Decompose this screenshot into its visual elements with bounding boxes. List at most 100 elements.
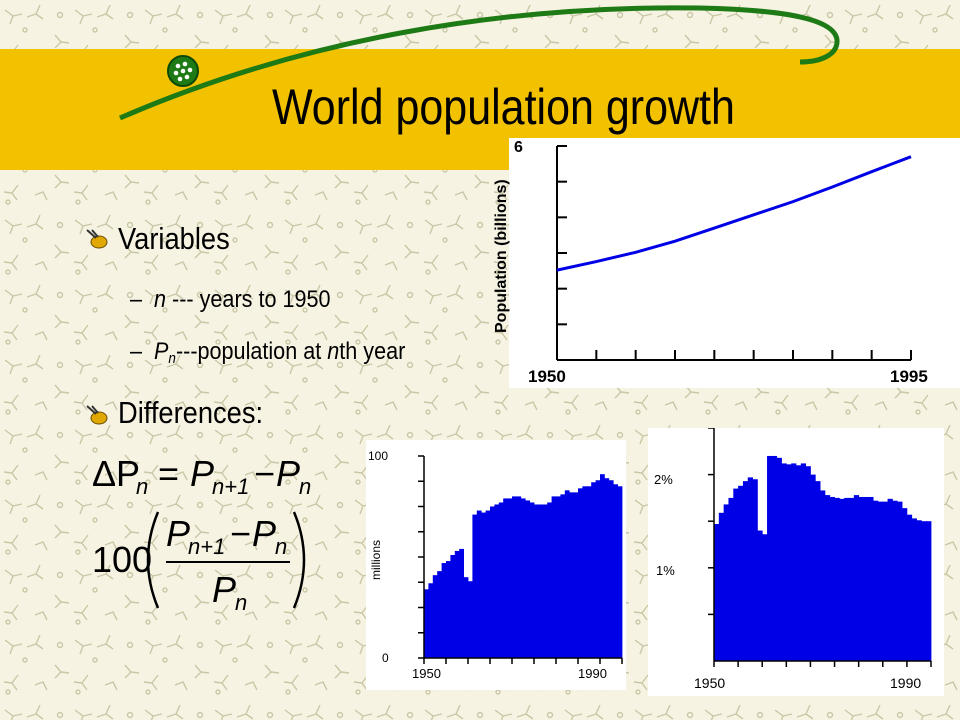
bar xyxy=(752,479,758,661)
bar xyxy=(805,466,811,661)
bar xyxy=(844,497,850,661)
bar xyxy=(428,583,434,658)
bar xyxy=(897,501,903,661)
y-tick-label: 1% xyxy=(656,563,675,578)
bar xyxy=(586,486,592,658)
bar xyxy=(747,477,753,661)
bar xyxy=(503,498,508,658)
bar xyxy=(529,502,535,658)
svg-text:P: P xyxy=(212,569,236,610)
bar xyxy=(791,463,797,661)
svg-text:=: = xyxy=(158,453,179,494)
bar xyxy=(472,514,478,658)
bar xyxy=(902,508,908,661)
bar xyxy=(454,550,460,658)
bar xyxy=(829,496,835,661)
bar xyxy=(738,485,744,661)
bar xyxy=(432,575,438,658)
bar xyxy=(591,482,596,658)
bar xyxy=(824,495,831,661)
chart-millions: millions 100 0 1950 1990 xyxy=(366,440,626,690)
bar xyxy=(542,504,548,658)
x-tick-label: 1990 xyxy=(578,666,607,681)
bar xyxy=(459,548,464,658)
bar xyxy=(617,486,623,658)
svg-text:−: − xyxy=(254,453,275,494)
y-tick-label: 2% xyxy=(654,472,673,487)
bar xyxy=(551,496,557,658)
bar xyxy=(494,504,500,658)
bar xyxy=(800,463,807,661)
bar xyxy=(538,504,544,658)
bar xyxy=(906,514,913,661)
bar xyxy=(863,496,869,661)
svg-text:n: n xyxy=(275,534,287,559)
svg-text:100: 100 xyxy=(92,539,152,580)
bar xyxy=(834,497,840,661)
bar xyxy=(450,554,456,658)
bar xyxy=(849,497,855,661)
bar xyxy=(820,490,826,661)
svg-text:ΔP: ΔP xyxy=(92,453,140,494)
bar xyxy=(578,488,583,658)
bar xyxy=(786,464,792,661)
bar xyxy=(490,506,495,658)
y-axis-label: millions xyxy=(369,540,383,580)
bar xyxy=(718,512,725,661)
bar xyxy=(604,478,610,658)
series-population xyxy=(556,155,912,272)
x-tick-label: 1950 xyxy=(528,367,566,386)
bar xyxy=(424,589,429,658)
bar xyxy=(582,486,588,658)
x-tick-label: 1990 xyxy=(890,675,921,691)
sub-item-pn: – Pn---population at nth year xyxy=(130,338,406,367)
knob-icon xyxy=(167,55,199,87)
svg-text:P: P xyxy=(190,453,214,494)
bar xyxy=(873,500,879,661)
bar xyxy=(887,498,893,661)
bar xyxy=(767,455,773,661)
bar xyxy=(892,500,898,661)
x-tick-label: 1950 xyxy=(694,675,725,691)
bar xyxy=(498,502,504,658)
bar xyxy=(525,500,530,658)
bar xyxy=(733,488,739,661)
bar xyxy=(916,520,922,661)
bar xyxy=(441,563,447,658)
svg-text:n+1: n+1 xyxy=(188,534,225,559)
formula-delta: ΔP n = P n+1 − P n xyxy=(92,453,311,498)
bar xyxy=(437,571,442,658)
bar xyxy=(476,510,482,658)
bar xyxy=(714,523,720,661)
bar xyxy=(600,474,605,658)
svg-text:n: n xyxy=(235,590,247,614)
bar xyxy=(613,484,618,658)
bar xyxy=(810,474,816,661)
bar xyxy=(877,501,884,661)
slide-title: World population growth xyxy=(272,79,735,135)
bar xyxy=(463,577,469,658)
bar xyxy=(569,492,574,658)
formula-percent: 100 P n+1 − P n P n xyxy=(92,511,306,614)
svg-text:n: n xyxy=(299,474,311,498)
bar xyxy=(776,457,782,661)
bar xyxy=(512,496,517,658)
bar xyxy=(446,561,451,658)
bar xyxy=(742,481,749,661)
bar xyxy=(921,521,927,661)
y-tick-label: 100 xyxy=(368,449,388,463)
x-tick-label: 1950 xyxy=(412,666,441,681)
svg-text:P: P xyxy=(252,513,276,554)
bar xyxy=(868,496,874,661)
decorative-swoosh xyxy=(119,5,840,121)
svg-text:−: − xyxy=(230,513,251,554)
chart-population: Population (billions) 6 1950 1995 xyxy=(493,138,960,388)
bar xyxy=(595,480,601,658)
x-tick-label: 1995 xyxy=(890,367,928,386)
bar xyxy=(781,463,787,661)
bar xyxy=(556,496,561,658)
bullet-icon xyxy=(86,405,108,425)
bar xyxy=(485,510,491,658)
bar xyxy=(926,521,932,661)
svg-text:P: P xyxy=(276,453,300,494)
